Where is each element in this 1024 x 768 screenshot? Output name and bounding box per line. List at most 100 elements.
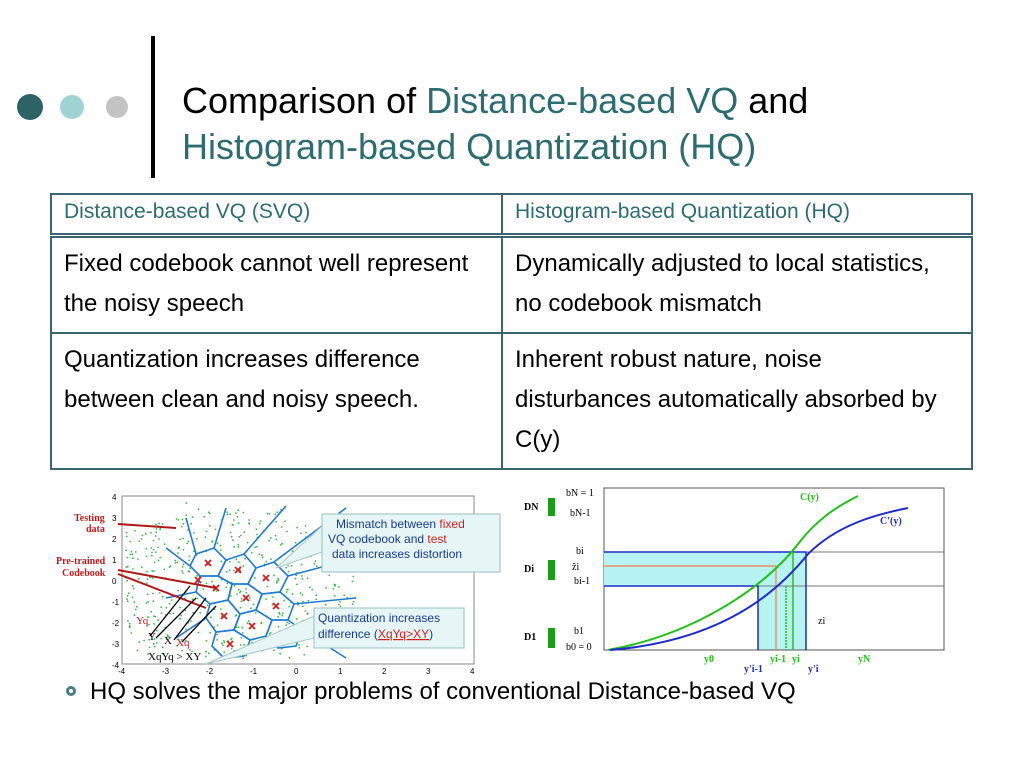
scatter-point (197, 508, 200, 511)
scatter-point (161, 646, 164, 649)
scatter-point (197, 631, 200, 634)
scatter-point (236, 515, 239, 518)
scatter-point (324, 603, 327, 606)
y-tick-label: -4 (112, 661, 120, 670)
scatter-point (208, 512, 211, 515)
scatter-point (146, 578, 149, 581)
codebook-marker (242, 594, 250, 602)
scatter-point (126, 579, 128, 582)
scatter-point (265, 560, 268, 563)
scatter-point (351, 580, 354, 583)
scatter-point (346, 596, 349, 599)
scatter-point (182, 548, 185, 551)
scatter-point (248, 519, 251, 521)
scatter-point (246, 622, 249, 624)
scatter-point (246, 541, 249, 544)
codebook-marker (262, 574, 270, 582)
scatter-point (275, 520, 277, 523)
scatter-point (181, 566, 184, 568)
scatter-point (205, 639, 208, 642)
scatter-point (221, 644, 224, 646)
scatter-point (281, 612, 284, 615)
scatter-point (210, 616, 212, 619)
x-tick-label: -2 (206, 667, 214, 676)
scatter-point (304, 610, 307, 612)
scatter-point (182, 522, 185, 525)
scatter-point (176, 561, 179, 564)
scatter-point (179, 606, 181, 609)
scatter-point (352, 600, 355, 603)
scatter-point (134, 551, 137, 553)
scatter-point (232, 539, 234, 542)
scatter-point (216, 542, 219, 545)
scatter-point (254, 577, 256, 579)
scatter-point (131, 596, 134, 599)
scatter-point (291, 550, 294, 553)
codebook-marker (234, 566, 242, 574)
scatter-point (127, 620, 129, 622)
scatter-point (131, 557, 134, 560)
scatter-point (157, 559, 160, 562)
scatter-point (135, 605, 138, 608)
title-part2: Distance-based VQ (426, 80, 739, 121)
scatter-point (306, 577, 309, 579)
table-row: Fixed codebook cannot well represent the… (49, 234, 973, 334)
scatter-point (315, 598, 317, 601)
scatter-point (155, 551, 157, 553)
scatter-point (147, 616, 150, 618)
scatter-point (276, 580, 278, 583)
scatter-point (251, 641, 254, 644)
scatter-point (285, 624, 288, 626)
scatter-point (169, 612, 171, 615)
scatter-point (228, 569, 231, 572)
codebook-marker (220, 612, 228, 620)
scatter-point (161, 523, 164, 525)
scatter-point (247, 620, 250, 623)
scatter-point (176, 552, 179, 554)
label-b1: b1 (574, 626, 584, 637)
scatter-point (177, 547, 180, 550)
scatter-point (181, 649, 183, 652)
label-zi: zi (818, 616, 825, 627)
scatter-point (244, 557, 247, 560)
table-header-cell: Histogram-based Quantization (HQ) (501, 193, 973, 238)
scatter-point (238, 561, 240, 563)
scatter-point (307, 599, 310, 602)
scatter-point (230, 535, 233, 538)
scatter-point (225, 586, 228, 589)
scatter-point (298, 647, 301, 649)
scatter-point (152, 600, 155, 602)
bullet-text: HQ solves the major problems of conventi… (90, 678, 796, 705)
x-tick-label: 1 (338, 667, 343, 676)
scatter-point (216, 624, 219, 627)
scatter-point (126, 556, 129, 559)
scatter-point (128, 622, 131, 625)
scatter-point (205, 582, 208, 585)
label-y0: y0 (704, 654, 714, 665)
scatter-point (272, 596, 274, 598)
y-axis-ticks: 4 3 2 1 0 -1 -2 -3 -4 (112, 493, 120, 670)
hq-cdf-figure: DN Di D1 bN = 1 bN-1 bi ẑi bi-1 zi b1 b0… (524, 487, 945, 675)
scatter-point (300, 532, 302, 535)
scatter-point (191, 650, 193, 653)
scatter-point (152, 592, 154, 595)
scatter-point (339, 601, 341, 603)
decor-dot-dark (17, 94, 43, 120)
scatter-point (205, 650, 207, 653)
scatter-point (167, 635, 169, 638)
scatter-point (189, 648, 191, 651)
scatter-point (239, 644, 242, 646)
scatter-point (240, 637, 243, 639)
scatter-point (134, 608, 137, 611)
scatter-point (138, 641, 140, 643)
scatter-point (281, 614, 284, 617)
scatter-point (294, 577, 297, 580)
scatter-point (279, 544, 282, 546)
scatter-point (226, 582, 229, 585)
y-tick-label: 0 (112, 577, 117, 586)
voronoi-cells (165, 505, 357, 659)
scatter-point (286, 621, 289, 624)
scatter-point (216, 639, 219, 641)
title-line2: Histogram-based Quantization (HQ) (182, 126, 757, 167)
scatter-point (163, 568, 166, 571)
